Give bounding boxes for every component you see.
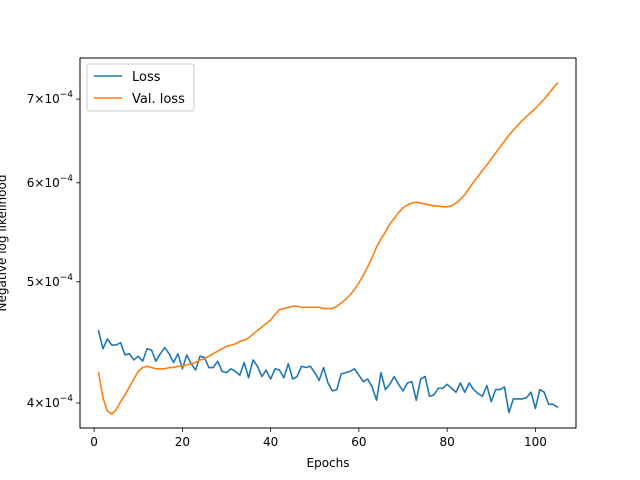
legend-label-loss: Loss	[132, 70, 161, 85]
plot-area	[97, 82, 559, 415]
legend: Loss Val. loss	[86, 63, 195, 112]
x-tick-label: 0	[90, 435, 98, 449]
legend-label-val-loss: Val. loss	[132, 92, 185, 107]
y-tick-label: 4×10−4	[27, 394, 74, 410]
y-axis-label: Negative log likelihood	[0, 175, 9, 312]
x-tick-label: 100	[524, 435, 547, 449]
x-axis-label: Epochs	[307, 456, 350, 470]
x-tick-label: 20	[175, 435, 190, 449]
series-line-val-loss	[97, 82, 559, 415]
x-tick-label: 60	[351, 435, 366, 449]
x-tick-label: 80	[440, 435, 455, 449]
y-tick-label: 6×10−4	[27, 174, 74, 190]
y-tick-label: 7×10−4	[27, 90, 74, 106]
plot-frame	[79, 57, 577, 429]
series-line-loss	[97, 329, 559, 414]
y-tick-label: 5×10−4	[27, 273, 74, 289]
x-tick-label: 40	[263, 435, 278, 449]
axis-ticks: 0 20 40 60 80 100 4×10−4 5×10−4 6×10−4 7×10−4	[27, 90, 547, 449]
